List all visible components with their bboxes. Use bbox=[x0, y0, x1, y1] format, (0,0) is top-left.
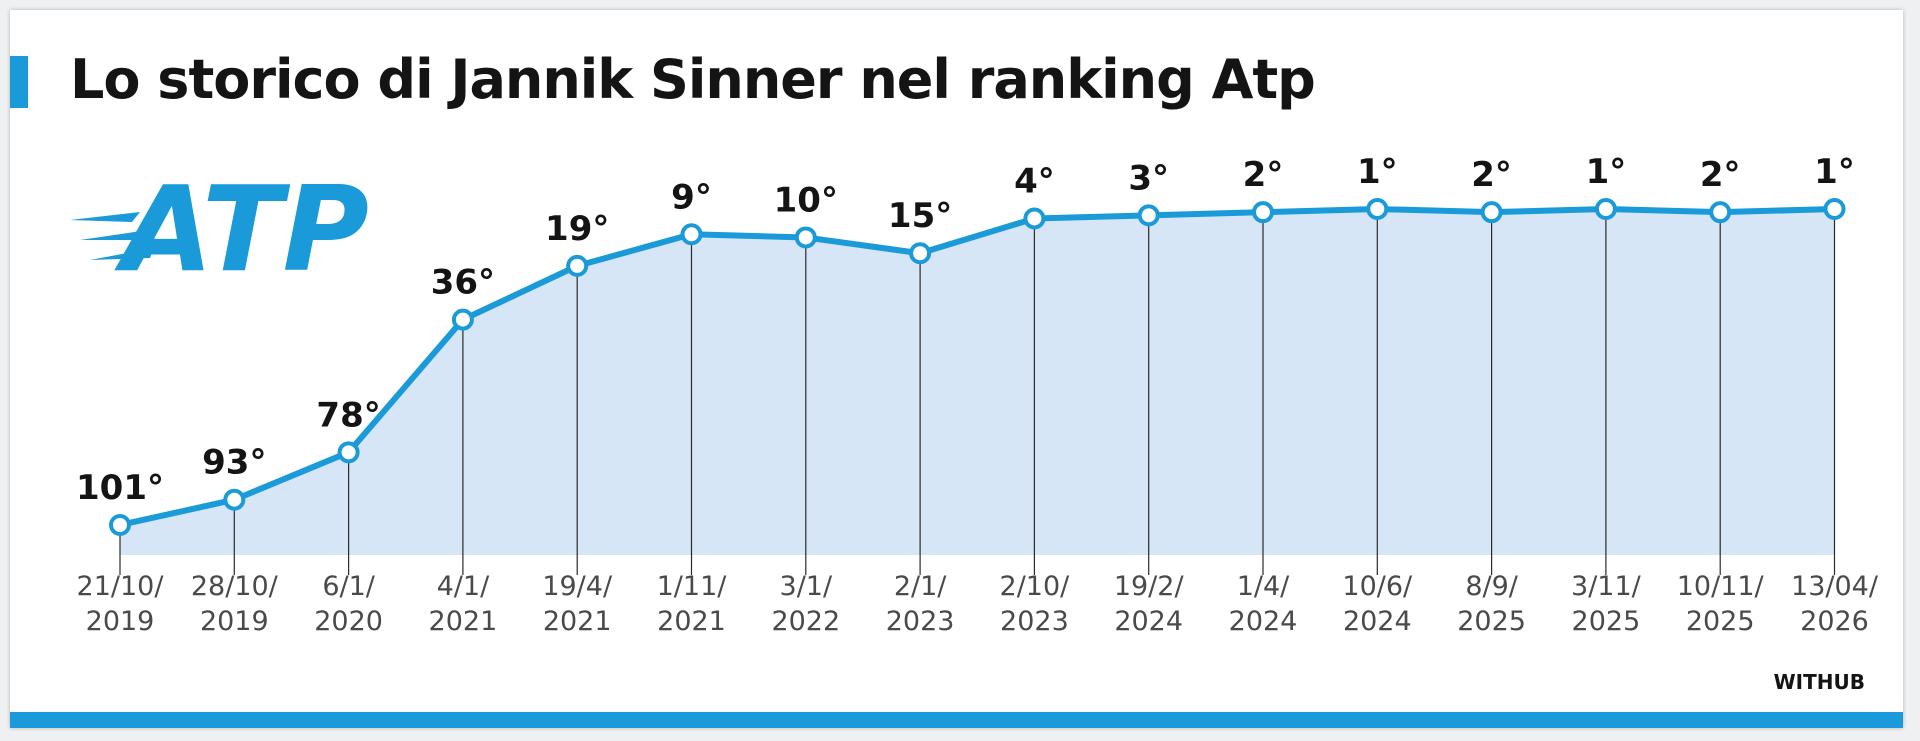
data-point bbox=[1709, 201, 1732, 224]
chart-title: Lo storico di Jannik Sinner nel ranking … bbox=[70, 48, 1316, 111]
data-label: 2° bbox=[1471, 155, 1512, 195]
x-tick-label: 10/6/2024 bbox=[1342, 571, 1413, 637]
data-point bbox=[1366, 198, 1389, 220]
data-point bbox=[451, 308, 474, 331]
title-accent-bar bbox=[10, 56, 28, 108]
bottom-accent-bar bbox=[10, 712, 1903, 728]
data-label: 78° bbox=[316, 395, 380, 435]
data-point bbox=[1823, 198, 1846, 220]
series-line bbox=[117, 206, 1838, 528]
data-label: 9° bbox=[671, 177, 712, 217]
chart-card: Lo storico di Jannik Sinner nel ranking … bbox=[10, 10, 1903, 728]
data-label: 1° bbox=[1357, 152, 1398, 192]
data-point bbox=[1594, 198, 1617, 220]
x-tick-label: 6/1/2020 bbox=[314, 571, 383, 637]
atp-logo: ATP bbox=[70, 160, 369, 290]
x-tick-label: 19/2/2024 bbox=[1114, 571, 1185, 637]
x-tick-label: 13/04/2026 bbox=[1791, 571, 1879, 637]
data-label: 3° bbox=[1128, 158, 1169, 198]
data-label: 10° bbox=[774, 180, 838, 220]
x-tick-label: 8/9/2025 bbox=[1457, 571, 1526, 637]
data-label: 19° bbox=[545, 209, 609, 249]
data-label: 2° bbox=[1700, 155, 1741, 195]
data-point bbox=[566, 254, 589, 277]
area-fill bbox=[120, 209, 1835, 555]
source-credit: WITHUB bbox=[1773, 670, 1865, 694]
data-point bbox=[1480, 201, 1503, 224]
data-point bbox=[794, 226, 817, 249]
data-point bbox=[109, 514, 131, 536]
atp-logo-text: ATP bbox=[114, 160, 369, 290]
x-tick-label: 3/1/2022 bbox=[771, 571, 840, 637]
data-label: 101° bbox=[76, 468, 164, 508]
data-point bbox=[909, 242, 932, 265]
data-point bbox=[337, 441, 360, 464]
data-point bbox=[1137, 204, 1160, 227]
x-tick-label: 21/10/2019 bbox=[77, 571, 165, 637]
data-label: 4° bbox=[1014, 161, 1055, 201]
ranking-line-chart: 101° 93° 78° 36° 19° 9° 10° 15° 4° 3° 2° 1° 2° 1° 2° 1°… bbox=[76, 152, 1879, 637]
data-point bbox=[223, 488, 246, 511]
data-point bbox=[1023, 207, 1046, 230]
data-label: 2° bbox=[1243, 155, 1284, 195]
x-tick-label: 2/10/2023 bbox=[1000, 571, 1071, 637]
data-label: 36° bbox=[431, 263, 495, 303]
x-tick-label: 28/10/2019 bbox=[191, 571, 279, 637]
data-label: 1° bbox=[1586, 152, 1627, 192]
x-tick-label: 3/11/2025 bbox=[1571, 571, 1642, 637]
x-tick-label: 2/1/2023 bbox=[886, 571, 955, 637]
atp-logo-streaks bbox=[70, 212, 154, 260]
data-point bbox=[680, 223, 703, 246]
x-tick-label: 1/11/2021 bbox=[657, 571, 728, 637]
x-tick-label: 19/4/2021 bbox=[542, 571, 613, 637]
data-point bbox=[1252, 201, 1274, 224]
data-label: 15° bbox=[888, 196, 952, 236]
data-label: 93° bbox=[202, 443, 266, 483]
x-tick-label: 10/11/2025 bbox=[1677, 571, 1765, 637]
x-tick-label: 1/4/2024 bbox=[1229, 571, 1298, 637]
x-tick-label: 4/1/2021 bbox=[429, 571, 498, 637]
data-label: 1° bbox=[1814, 152, 1855, 192]
